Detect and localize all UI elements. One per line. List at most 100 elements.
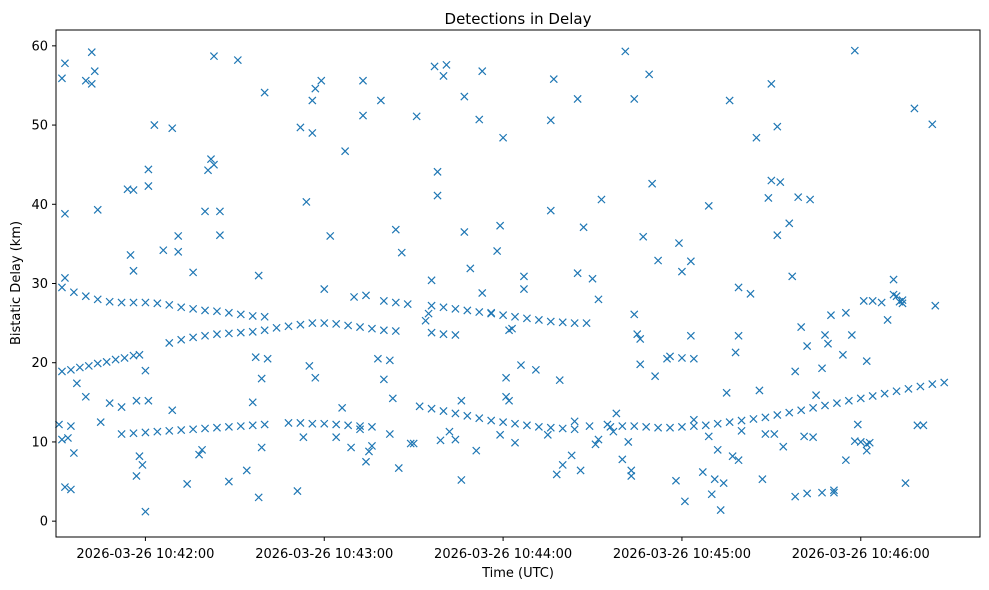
data-point: [189, 304, 198, 313]
data-point: [317, 76, 326, 85]
data-point: [519, 272, 528, 281]
data-point: [308, 128, 317, 138]
data-point: [868, 296, 877, 305]
y-tick-label: 40: [31, 198, 48, 213]
data-point: [677, 353, 686, 362]
data-point: [510, 438, 520, 447]
data-point: [260, 88, 269, 97]
data-point: [779, 442, 788, 451]
data-point: [794, 193, 803, 202]
data-point: [451, 330, 460, 340]
data-point: [803, 342, 812, 351]
data-point: [427, 404, 436, 413]
data-point: [761, 413, 770, 422]
data-point: [135, 452, 144, 461]
data-point: [320, 319, 329, 328]
data-point: [209, 160, 218, 169]
y-tick-label: 0: [40, 515, 48, 530]
data-point: [209, 52, 218, 61]
data-point: [165, 300, 174, 309]
data-point: [69, 449, 78, 458]
data-point: [379, 326, 388, 335]
data-point: [195, 450, 204, 459]
data-point: [755, 386, 764, 395]
data-point: [829, 488, 838, 497]
data-point: [117, 429, 126, 439]
data-point: [236, 422, 245, 431]
data-point: [847, 330, 856, 340]
x-tick-label: 2026-03-26 10:44:00: [434, 547, 572, 562]
data-point: [916, 382, 925, 391]
data-point: [144, 165, 153, 174]
data-point: [510, 312, 520, 321]
data-point: [904, 384, 913, 393]
data-point: [254, 271, 263, 280]
data-point: [630, 422, 639, 431]
data-point: [788, 272, 797, 281]
data-point: [844, 396, 853, 405]
data-point: [713, 419, 722, 428]
data-point: [427, 276, 436, 285]
data-point: [519, 285, 528, 294]
data-point: [224, 329, 233, 338]
data-point: [436, 436, 445, 445]
data-point: [877, 298, 886, 307]
data-point: [710, 475, 719, 484]
data-point: [248, 311, 257, 321]
data-point: [522, 421, 531, 430]
data-point: [505, 396, 514, 405]
data-point: [433, 191, 442, 200]
data-point: [463, 306, 472, 315]
data-point: [87, 48, 96, 57]
data-point: [212, 330, 221, 339]
data-point: [892, 387, 901, 396]
data-point: [391, 225, 400, 234]
data-point: [308, 319, 317, 328]
data-point: [332, 420, 341, 429]
data-point: [624, 437, 633, 446]
data-point: [704, 432, 713, 441]
data-point: [66, 422, 75, 431]
data-point: [177, 335, 186, 344]
data-point: [671, 476, 680, 485]
data-point: [752, 133, 761, 142]
data-point: [412, 112, 421, 121]
data-point: [248, 327, 257, 336]
data-point: [820, 330, 830, 340]
data-point: [60, 209, 69, 218]
data-point: [356, 425, 365, 434]
data-point: [150, 121, 159, 130]
data-point: [829, 486, 838, 495]
data-point: [618, 455, 627, 464]
data-point: [764, 193, 773, 202]
data-point: [621, 47, 630, 56]
data-point: [499, 311, 508, 320]
data-point: [87, 79, 96, 88]
x-tick-label: 2026-03-26 10:46:00: [792, 547, 930, 562]
data-point: [93, 295, 102, 304]
data-point: [90, 67, 99, 76]
data-point: [60, 483, 69, 492]
data-point: [57, 367, 66, 376]
data-point: [135, 350, 144, 359]
data-point: [397, 248, 406, 257]
data-point: [299, 433, 308, 442]
data-point: [576, 466, 585, 475]
data-point: [502, 373, 511, 382]
data-point: [496, 221, 505, 230]
data-point: [928, 120, 937, 129]
data-point: [809, 433, 818, 442]
data-point: [674, 239, 683, 248]
data-point: [153, 427, 162, 436]
data-point: [573, 94, 582, 103]
data-point: [689, 415, 698, 424]
data-point: [320, 419, 329, 428]
data-point: [141, 298, 150, 307]
data-point: [546, 206, 555, 215]
data-point: [597, 195, 606, 204]
data-point: [430, 62, 439, 71]
data-point: [260, 420, 269, 429]
data-point: [665, 423, 675, 432]
data-point: [663, 354, 672, 363]
data-point: [686, 331, 695, 340]
